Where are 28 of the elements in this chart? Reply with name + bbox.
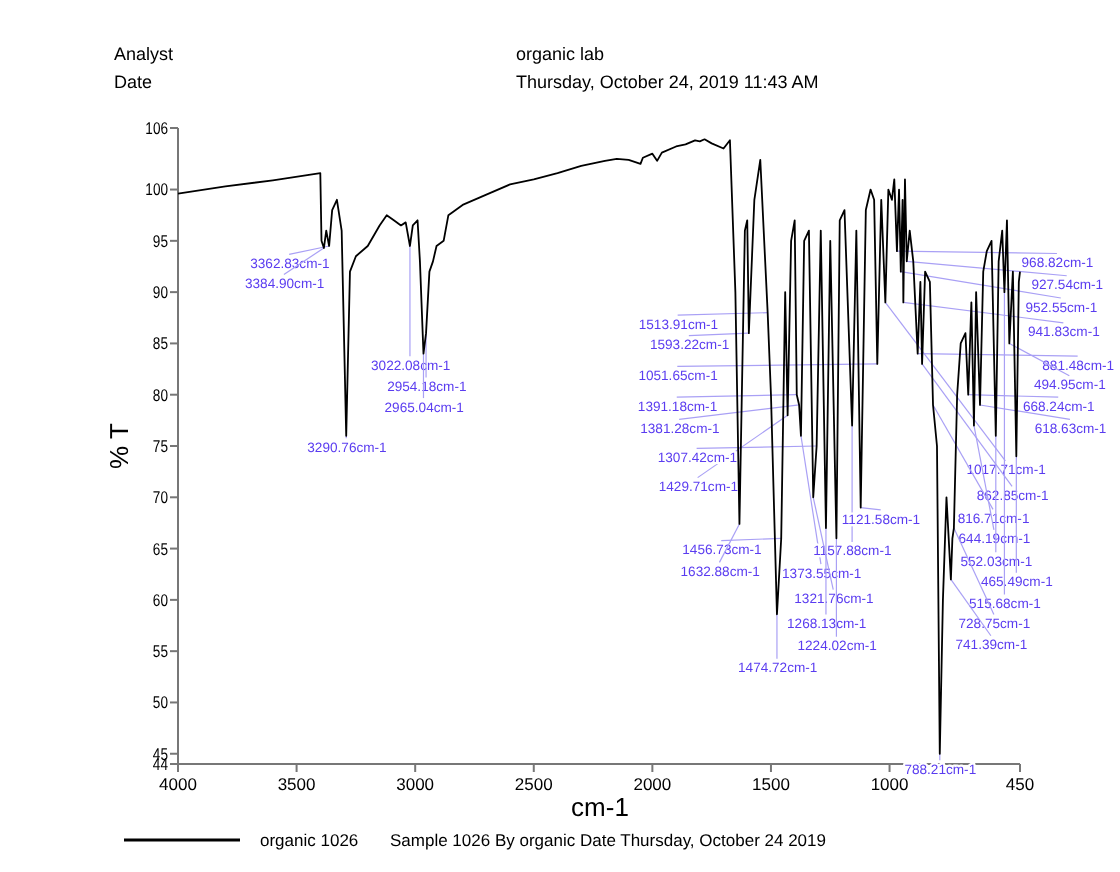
- y-tick-label: 95: [152, 231, 168, 252]
- x-tick-label: 450: [1005, 774, 1035, 794]
- chart-title: organic lab: [516, 44, 605, 64]
- y-tick-label: 80: [152, 385, 168, 406]
- text: organic 1026: [260, 830, 359, 850]
- x-tick-label: 3500: [277, 774, 317, 794]
- text: Analyst: [114, 44, 175, 64]
- x-tick-label: 2500: [514, 774, 554, 794]
- y-tick-label: 50: [152, 692, 168, 713]
- chart-subtitle: Thursday, October 24, 2019 11:43 AM: [516, 72, 819, 92]
- y-tick-label: 90: [152, 282, 168, 303]
- x-tick-label: 4000: [159, 774, 198, 794]
- y-tick-label: 55: [152, 641, 168, 662]
- x-tick-label: 3000: [396, 774, 435, 794]
- y-tick-label: 85: [152, 333, 168, 354]
- x-tick-label: 1000: [870, 774, 909, 794]
- text: Sample 1026 By organic Date Thursday, October 24 2019: [390, 830, 827, 850]
- y-tick-label: 106: [145, 118, 168, 139]
- y-tick-label: 70: [152, 487, 168, 508]
- text: Date: [114, 72, 153, 92]
- y-tick-label: 100: [145, 180, 168, 200]
- x-tick-label: 2000: [633, 774, 672, 794]
- x-tick-label: 1500: [752, 774, 791, 794]
- y-tick-label: 65: [152, 539, 168, 559]
- y-tick-label: 60: [152, 590, 168, 611]
- x-axis-title: cm-1: [571, 792, 629, 822]
- y-axis-title: % T: [104, 423, 134, 469]
- y-tick-label: 75: [152, 436, 168, 457]
